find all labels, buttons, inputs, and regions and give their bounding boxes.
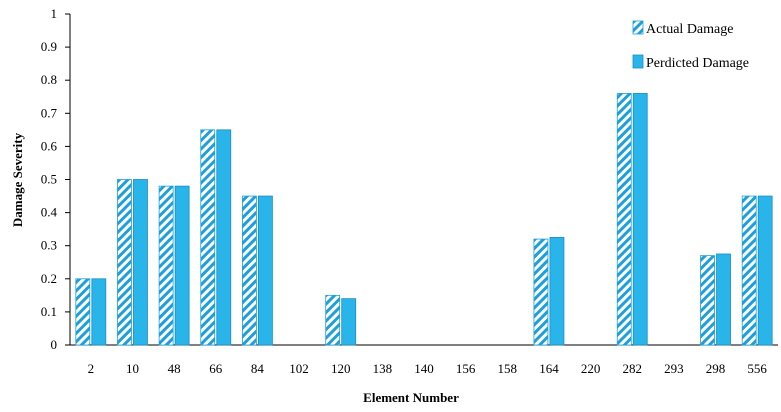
x-axis-title: Element Number [363, 390, 459, 405]
y-tick-label: 0.2 [41, 271, 57, 286]
predicted-damage-bar [632, 93, 648, 346]
predicted-damage-bar [216, 129, 232, 346]
x-tick-label: 282 [622, 361, 642, 376]
y-tick-label: 0.8 [41, 72, 57, 87]
y-tick-label: 0.4 [41, 205, 58, 220]
actual-damage-bar [741, 195, 757, 346]
actual-damage-bar [117, 179, 132, 346]
y-tick-label: 0.3 [41, 238, 57, 253]
predicted-damage-bar [716, 253, 731, 346]
x-tick-label: 293 [664, 361, 684, 376]
x-tick-label: 164 [539, 361, 559, 376]
legend-label: Actual Damage [646, 22, 733, 37]
x-tick-label: 220 [581, 361, 601, 376]
actual-damage-bar [200, 129, 216, 346]
x-tick-label: 10 [126, 361, 139, 376]
y-axis-title: Damage Severity [10, 132, 25, 227]
x-tick-label: 140 [414, 361, 434, 376]
x-tick-label: 138 [373, 361, 393, 376]
x-tick-label: 158 [498, 361, 518, 376]
predicted-damage-bar [341, 298, 357, 346]
x-tick-label: 556 [747, 361, 767, 376]
bars [75, 93, 773, 346]
predicted-damage-bar [549, 237, 565, 346]
actual-damage-bar [242, 195, 257, 346]
legend-label: Perdicted Damage [646, 56, 749, 71]
actual-damage-bar [616, 93, 632, 346]
actual-damage-bar [700, 255, 715, 346]
x-axis: 2 10 48 66 84 102 120 138 140 156 158 164 220 282 293 2… [70, 344, 778, 376]
x-tick-label: 298 [706, 361, 726, 376]
y-tick-label: 0.9 [41, 39, 57, 54]
predicted-damage-bar [133, 179, 148, 346]
x-tick-label: 66 [209, 361, 223, 376]
actual-damage-bar [325, 294, 341, 346]
legend-swatch-predicted [632, 54, 644, 69]
x-tick-label: 84 [251, 361, 265, 376]
y-tick-label: 0.5 [41, 172, 57, 187]
legend-swatch-actual [632, 20, 644, 35]
x-tick-label: 120 [331, 361, 351, 376]
y-tick-label: 1 [51, 6, 58, 21]
y-tick-label: 0.6 [41, 138, 58, 153]
y-tick-label: 0.7 [41, 105, 58, 120]
x-tick-label: 156 [456, 361, 476, 376]
y-tick-label: 0 [51, 337, 58, 352]
predicted-damage-bar [258, 195, 273, 346]
actual-damage-bar [158, 185, 174, 346]
actual-damage-bar [533, 238, 549, 346]
legend: Actual Damage Perdicted Damage [632, 20, 749, 71]
y-axis: 0 0.1 0.2 0.3 0.4 0.5 0.6 0.7 0.8 0.9 1 [41, 6, 71, 352]
actual-damage-bar [75, 278, 91, 346]
y-tick-label: 0.1 [41, 304, 57, 319]
x-tick-label: 2 [88, 361, 95, 376]
predicted-damage-bar [174, 185, 190, 346]
predicted-damage-bar [757, 195, 773, 346]
x-tick-label: 102 [289, 361, 309, 376]
x-tick-label: 48 [168, 361, 181, 376]
predicted-damage-bar [91, 278, 107, 346]
